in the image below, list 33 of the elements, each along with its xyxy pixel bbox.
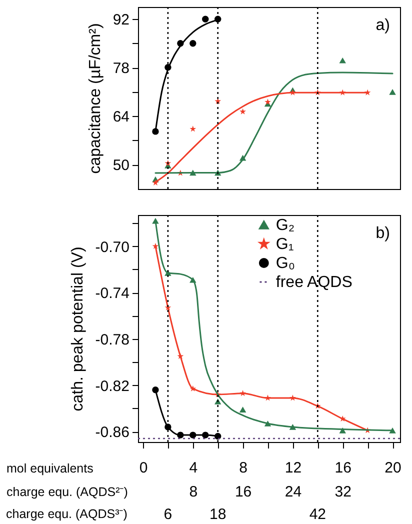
legend-label: G₀	[276, 255, 295, 272]
x-tick-label: 12	[284, 460, 302, 476]
y-tick-label: 50	[112, 157, 130, 174]
x2-tick-label: 8	[189, 484, 198, 500]
x2-tick-label: 32	[334, 484, 352, 500]
annotation: b)	[376, 225, 390, 242]
text: 18	[210, 506, 226, 523]
y-axis-title: cath. peak potential (V)	[69, 246, 86, 412]
legend-label: G₂	[276, 217, 295, 234]
x-tick-label: 16	[334, 460, 352, 476]
text: charge equ. (AQDS³⁻)	[6, 507, 128, 521]
x-tick-label: 8	[239, 460, 248, 476]
text: 42	[309, 506, 326, 523]
y-tick-label: 78	[112, 60, 130, 78]
annotation: a)	[376, 17, 390, 34]
y-tick-label: -0.70	[95, 238, 130, 256]
legend-label: free AQDS	[276, 274, 352, 291]
x2-tick-label: 16	[234, 484, 252, 500]
y-tick-label: -0.82	[95, 378, 130, 395]
x-tick-label: 20	[384, 460, 402, 476]
x2-tick-label: 24	[284, 484, 302, 500]
text: 6	[164, 506, 172, 523]
x-tick-label: 0	[139, 460, 148, 476]
y-axis-title: capacitance (µF/cm²)	[86, 23, 104, 174]
x-axis-title: mol equivalents	[6, 462, 94, 476]
y-tick-label: 64	[112, 108, 130, 126]
x2-axis-title: charge equ. (AQDS²⁻)	[6, 485, 128, 499]
x-tick-label: 4	[189, 460, 198, 476]
y-tick-label: -0.86	[95, 424, 130, 442]
y-tick-label: -0.78	[95, 331, 130, 348]
y-tick-label: 92	[112, 12, 130, 29]
legend-label: G₁	[276, 236, 294, 253]
y-tick-label: -0.74	[95, 285, 130, 302]
